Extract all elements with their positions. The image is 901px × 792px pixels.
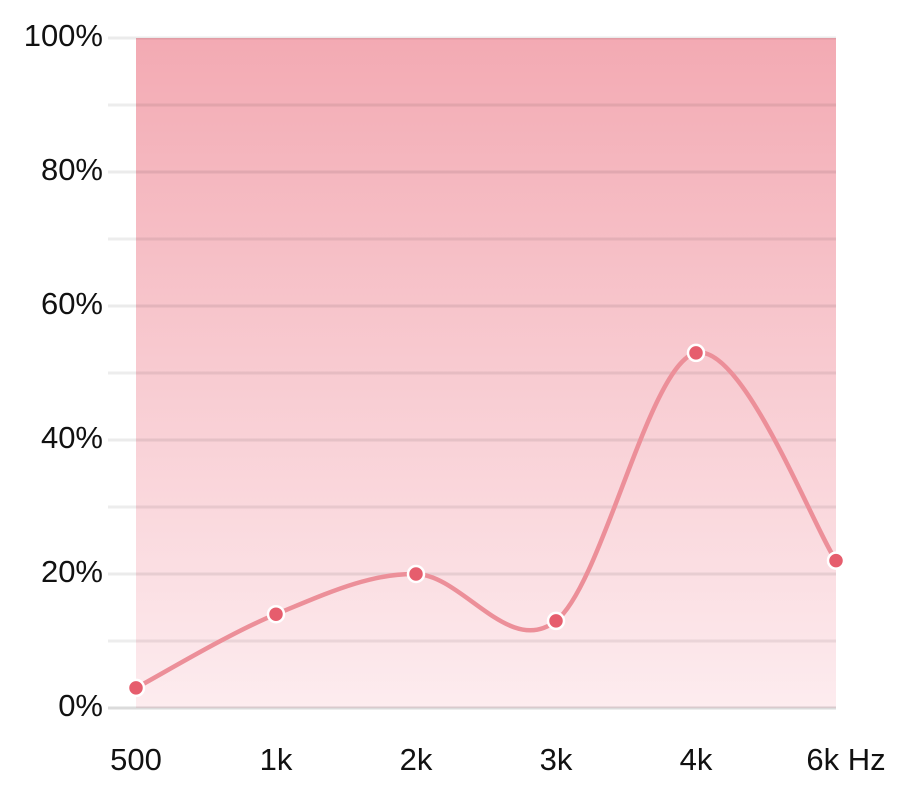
y-tick-label: 0%: [58, 688, 103, 723]
marker: [406, 564, 426, 584]
y-tick-label: 60%: [41, 286, 103, 321]
x-tick-label: 1k: [260, 742, 293, 777]
x-tick-label: 2k: [400, 742, 433, 777]
y-tick-label: 100%: [24, 18, 103, 53]
marker: [826, 551, 846, 570]
marker: [546, 611, 566, 631]
marker: [266, 604, 286, 624]
y-tick-label: 40%: [41, 420, 103, 455]
y-tick-label: 80%: [41, 152, 103, 187]
x-tick-label: 500: [110, 742, 162, 777]
x-tick-label: 3k: [540, 742, 573, 777]
x-tick-label: 6k Hz: [806, 742, 885, 777]
x-tick-label: 4k: [680, 742, 713, 777]
marker: [686, 343, 706, 363]
plot-background: [136, 38, 836, 708]
y-tick-label: 20%: [41, 554, 103, 589]
marker: [126, 678, 146, 698]
